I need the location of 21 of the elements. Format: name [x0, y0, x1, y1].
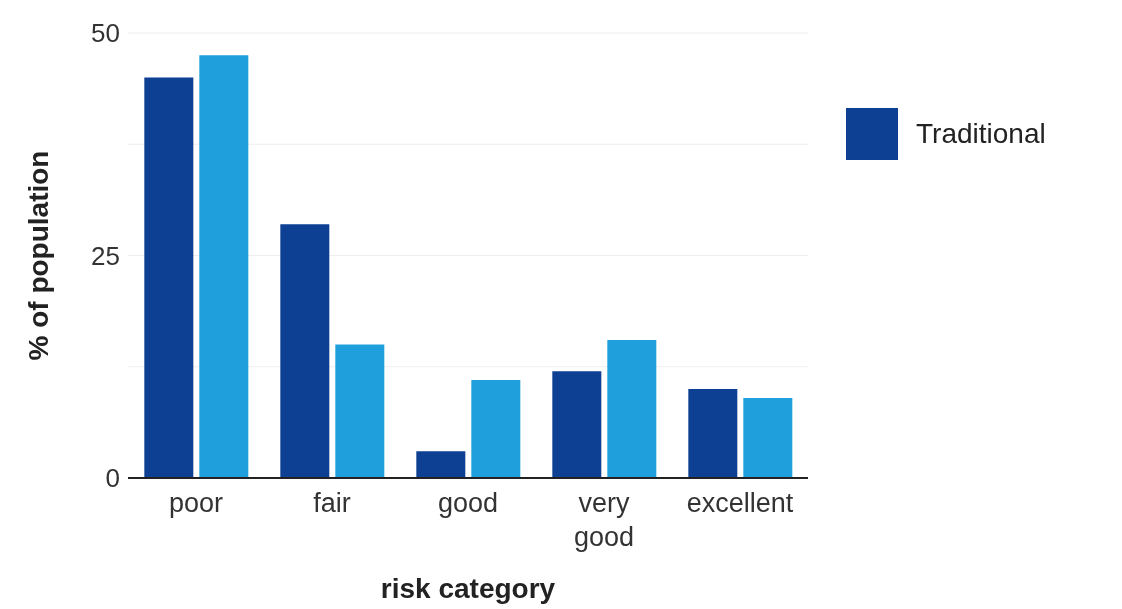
- bar: [335, 344, 385, 478]
- x-tick-label: excellent: [686, 488, 794, 518]
- bar: [471, 380, 521, 478]
- bar: [416, 451, 466, 478]
- x-tick-label: poor: [168, 488, 224, 518]
- legend-label: Traditional: [916, 118, 1046, 150]
- x-tick-label: fair: [313, 488, 351, 518]
- bar: [144, 77, 194, 478]
- bar: [199, 55, 249, 478]
- bar: [607, 340, 657, 478]
- x-axis-title: risk category: [380, 573, 556, 604]
- bar: [688, 389, 738, 478]
- y-tick-label: 0: [105, 463, 120, 494]
- y-axis-title: % of population: [22, 150, 54, 361]
- bar: [280, 224, 330, 478]
- y-tick-label: 50: [91, 18, 120, 49]
- x-tick-label: good: [437, 488, 499, 518]
- x-tick-label: very good: [573, 488, 635, 552]
- y-tick-label: 25: [91, 240, 120, 271]
- bar: [743, 397, 793, 478]
- bar: [552, 371, 602, 478]
